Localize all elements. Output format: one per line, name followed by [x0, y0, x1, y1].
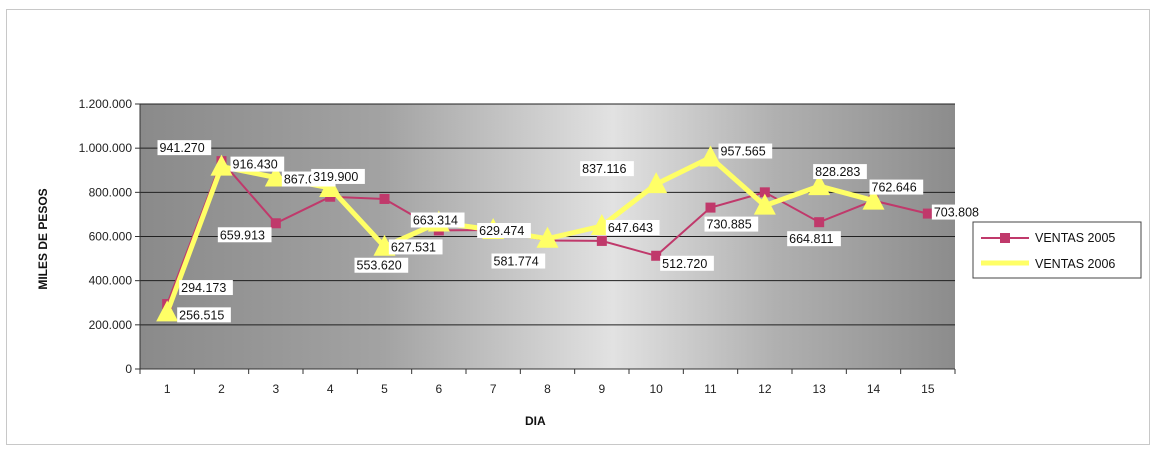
data-label: 629.474: [479, 224, 524, 238]
marker-ventas-2006: [210, 154, 233, 176]
data-label-background: [704, 216, 759, 232]
x-tick-label: 8: [544, 382, 551, 396]
data-label: 837.116: [582, 162, 626, 176]
data-label: 319.900: [313, 170, 358, 184]
data-label: 664.811: [789, 232, 833, 246]
data-label-background: [177, 307, 231, 323]
marker-ventas-2005: [379, 193, 390, 204]
data-label-background: [660, 255, 714, 271]
x-tick-label: 14: [867, 382, 881, 396]
data-label-background: [869, 179, 924, 195]
data-label: 703.808: [934, 206, 979, 220]
data-label: 659.913: [220, 228, 265, 242]
data-label: 957.565: [721, 145, 766, 159]
data-label: 256.515: [179, 308, 224, 322]
data-label-background: [605, 219, 660, 235]
marker-ventas-2006: [699, 145, 722, 167]
data-label: 663.314: [413, 214, 458, 228]
data-label: 581.774: [494, 255, 539, 269]
data-labels: 294.173 941.270 659.913 627.531 581.774 512.7…: [157, 140, 986, 323]
data-label-background: [813, 164, 867, 180]
y-axis-title: MILES DE PESOS: [36, 188, 50, 289]
data-label-background: [157, 140, 212, 156]
y-tick-label: 1.000.000: [79, 141, 133, 155]
data-label-background: [410, 212, 465, 228]
data-label-background: [217, 227, 272, 243]
y-tick-label: 0: [125, 362, 132, 376]
x-tick-label: 13: [812, 382, 826, 396]
marker-ventas-2005: [651, 250, 662, 261]
marker-ventas-2006: [264, 165, 287, 187]
x-tick-label: 2: [218, 382, 225, 396]
y-tick-label: 400.000: [89, 274, 133, 288]
data-label: 553.620: [357, 259, 402, 273]
marker-ventas-2005: [596, 235, 607, 246]
data-label-background: [179, 280, 233, 296]
marker-ventas-2005: [814, 217, 825, 228]
x-tick-label: 7: [490, 382, 497, 396]
marker-ventas-2006: [645, 172, 668, 194]
x-tick-label: 6: [435, 382, 442, 396]
marker-ventas-2005: [705, 202, 716, 213]
y-tick-label: 800.000: [89, 185, 133, 199]
marker-ventas-2005: [759, 187, 770, 198]
legend: VENTAS 2005 VENTAS 2006: [972, 221, 1142, 279]
x-tick-label: 5: [381, 382, 388, 396]
data-label-background: [354, 257, 409, 273]
legend-label-ventas-2005: VENTAS 2005: [1035, 231, 1115, 245]
data-label: 294.173: [181, 281, 226, 295]
x-tick-label: 1: [164, 382, 171, 396]
data-label: 730.885: [707, 218, 752, 232]
x-tick-label: 11: [704, 382, 717, 396]
data-label: 762.646: [872, 181, 917, 195]
marker-ventas-2006: [862, 188, 885, 210]
x-tick-label: 15: [921, 382, 935, 396]
data-label-background: [718, 143, 773, 159]
x-tick-label: 10: [649, 382, 663, 396]
data-label-background: [311, 168, 365, 184]
data-label: 647.643: [608, 221, 653, 235]
marker-ventas-2006: [536, 226, 559, 248]
data-label: 916.430: [233, 158, 278, 172]
marker-ventas-2005: [270, 218, 281, 229]
data-label-background: [388, 239, 443, 255]
y-tick-label: 600.000: [89, 230, 133, 244]
legend-box: [972, 221, 1142, 279]
x-axis-title: DIA: [525, 414, 546, 428]
axes: 0 200.000 400.000 600.000 800.000 1.000.000 1.…: [79, 97, 956, 396]
legend-label-ventas-2006: VENTAS 2006: [1035, 257, 1115, 271]
x-tick-label: 12: [758, 382, 772, 396]
data-label-background: [580, 161, 634, 177]
data-label-background: [787, 231, 841, 247]
marker-ventas-2005: [922, 208, 933, 219]
data-label-background: [491, 253, 546, 269]
data-label: 512.720: [662, 257, 707, 271]
y-tick-label: 1.200.000: [79, 97, 133, 111]
x-tick-label: 9: [598, 382, 605, 396]
data-label: 828.283: [815, 165, 860, 179]
x-tick-label: 3: [272, 382, 279, 396]
data-label: 627.531: [391, 240, 436, 254]
data-label-background: [477, 222, 531, 238]
y-tick-label: 200.000: [89, 318, 133, 332]
data-label-background: [931, 204, 986, 220]
marker-ventas-2006: [156, 300, 179, 322]
data-label: 941.270: [160, 141, 205, 155]
data-label-background: [230, 156, 285, 172]
legend-marker-ventas-2005: [1000, 233, 1010, 243]
marker-ventas-2006: [753, 193, 776, 215]
x-tick-label: 4: [327, 382, 334, 396]
marker-ventas-2006: [808, 174, 831, 196]
